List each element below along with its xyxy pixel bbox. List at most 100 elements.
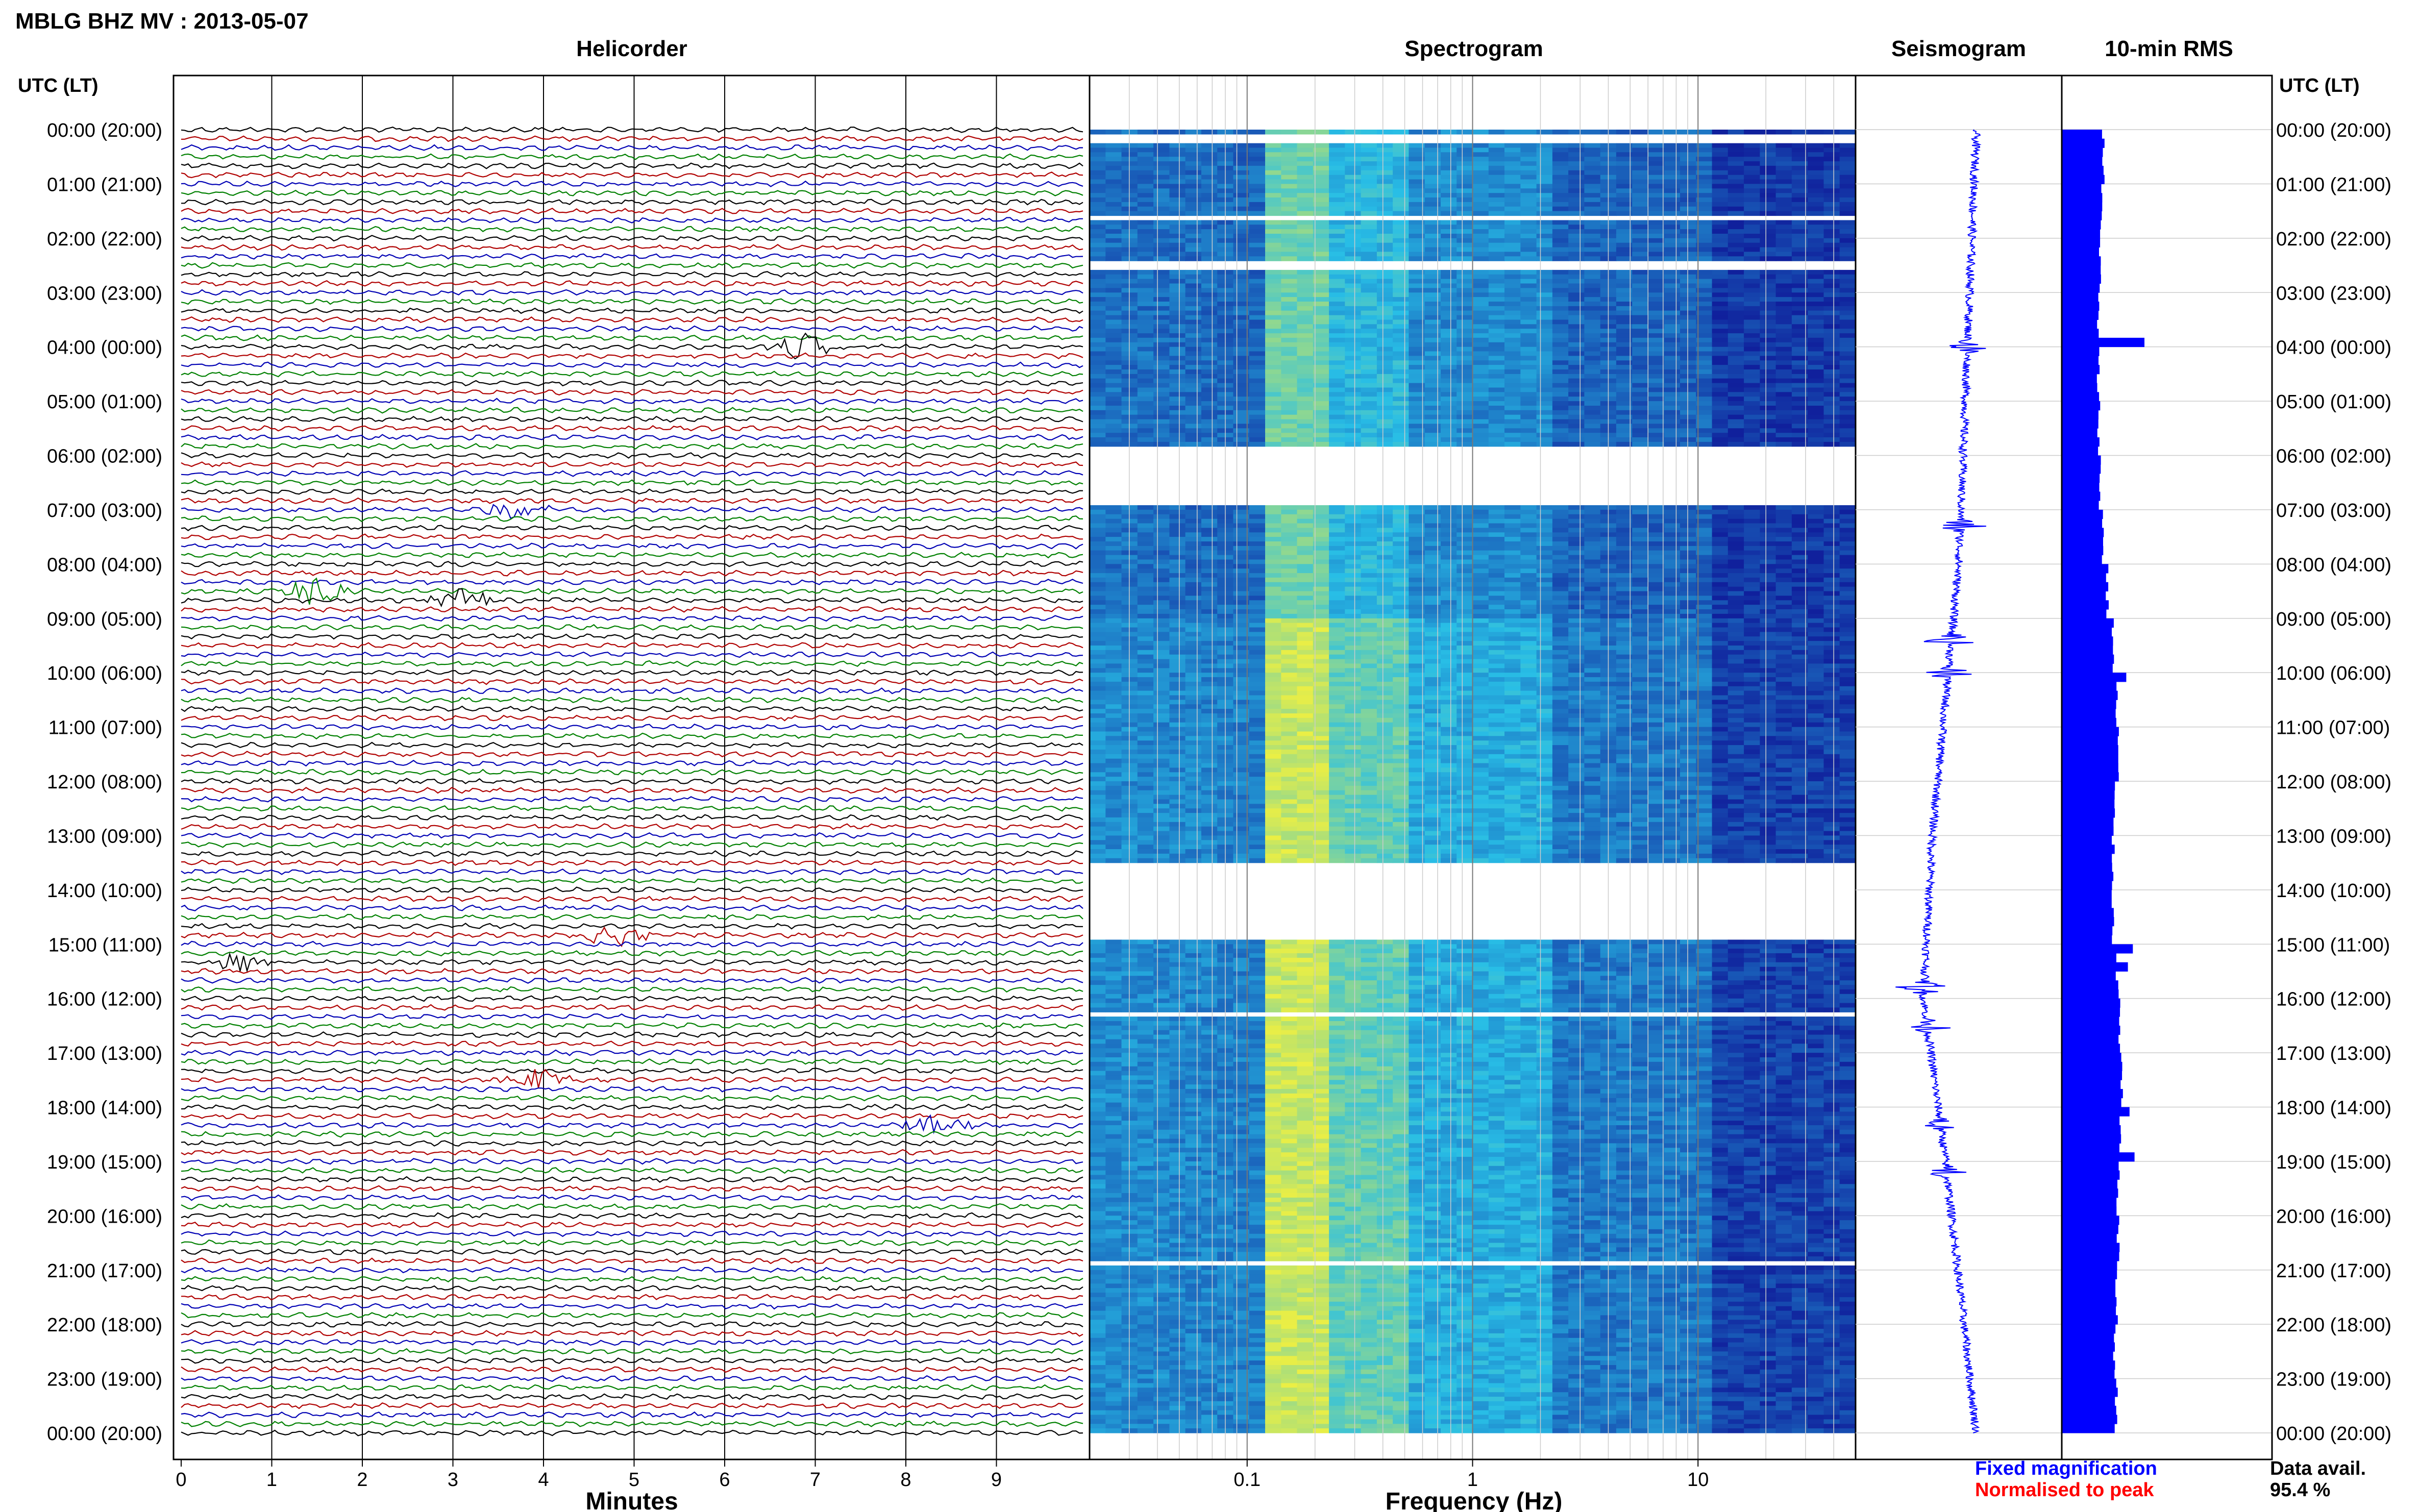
spectrogram-cell bbox=[1376, 505, 1393, 510]
spectrogram-cell bbox=[1808, 310, 1824, 316]
spectrogram-cell bbox=[1457, 229, 1473, 234]
spectrogram-cell bbox=[1712, 247, 1729, 253]
spectrogram-cell bbox=[1121, 537, 1138, 542]
spectrogram-cell bbox=[1775, 292, 1792, 298]
spectrogram-cell bbox=[1552, 573, 1569, 578]
spectrogram-cell bbox=[1648, 165, 1665, 171]
spectrogram-cell bbox=[1616, 618, 1633, 624]
spectrogram-cell bbox=[1552, 605, 1569, 610]
spectrogram-cell bbox=[1090, 392, 1106, 397]
spectrogram-cell bbox=[1552, 234, 1569, 239]
helicorder-trace bbox=[181, 1103, 1083, 1111]
spectrogram-cell bbox=[1823, 179, 1840, 184]
spectrogram-cell bbox=[1441, 179, 1458, 184]
spectrogram-cell bbox=[1552, 130, 1569, 135]
spectrogram-cell bbox=[1313, 374, 1329, 379]
spectrogram-cell bbox=[1281, 618, 1298, 624]
spectrogram-cell bbox=[1153, 247, 1170, 253]
spectrogram-cell bbox=[1648, 609, 1665, 614]
spectrogram-cell bbox=[1090, 152, 1106, 157]
helicorder-trace bbox=[181, 515, 1083, 523]
spectrogram-cell bbox=[1648, 211, 1665, 216]
spectrogram-cell bbox=[1409, 283, 1425, 288]
spectrogram-cell bbox=[1712, 555, 1729, 560]
spectrogram-cell bbox=[1808, 356, 1824, 361]
spectrogram-cell bbox=[1584, 242, 1601, 248]
spectrogram-cell bbox=[1712, 559, 1729, 564]
spectrogram-cell bbox=[1839, 627, 1856, 632]
spectrogram-cell bbox=[1424, 302, 1441, 307]
spectrogram-cell bbox=[1185, 401, 1202, 406]
spectrogram-cell bbox=[1760, 130, 1776, 135]
spectrogram-cell bbox=[1265, 392, 1282, 397]
spectrogram-cell bbox=[1536, 161, 1553, 166]
spectrogram-cell bbox=[1137, 319, 1154, 325]
spectrogram-cell bbox=[1632, 170, 1649, 176]
spectrogram-cell bbox=[1504, 441, 1521, 447]
spectrogram-cell bbox=[1520, 315, 1537, 320]
spectrogram-cell bbox=[1457, 369, 1473, 375]
spectrogram-cell bbox=[1313, 315, 1329, 320]
spectrogram-cell bbox=[1760, 550, 1776, 556]
spectrogram-cell bbox=[1680, 365, 1697, 370]
spectrogram-cell bbox=[1297, 274, 1314, 280]
spectrogram-cell bbox=[1153, 337, 1170, 343]
spectrogram-cell bbox=[1472, 202, 1489, 207]
spectrogram-cell bbox=[1648, 310, 1665, 316]
spectrogram-cell bbox=[1536, 433, 1553, 438]
spectrogram-cell bbox=[1568, 175, 1585, 180]
rms-title: 10-min RMS bbox=[2105, 36, 2233, 61]
spectrogram-cell bbox=[1424, 152, 1441, 157]
helicorder-trace bbox=[181, 1013, 1083, 1020]
spectrogram-cell bbox=[1313, 646, 1329, 651]
spectrogram-cell bbox=[1137, 302, 1154, 307]
spectrogram-cell bbox=[1775, 406, 1792, 411]
spectrogram-cell bbox=[1504, 650, 1521, 655]
spectrogram-cell bbox=[1345, 582, 1362, 587]
spectrogram-cell bbox=[1552, 365, 1569, 370]
spectrogram-cell bbox=[1249, 410, 1266, 415]
spectrogram-cell bbox=[1488, 319, 1505, 325]
spectrogram-cell bbox=[1520, 247, 1537, 253]
spectrogram-cell bbox=[1281, 147, 1298, 153]
spectrogram-cell bbox=[1712, 541, 1729, 547]
spectrogram-cell bbox=[1376, 302, 1393, 307]
spectrogram-cell bbox=[1632, 238, 1649, 243]
spectrogram-cell bbox=[1297, 165, 1314, 171]
spectrogram-cell bbox=[1552, 596, 1569, 601]
spectrogram-cell bbox=[1775, 157, 1792, 162]
spectrogram-cell bbox=[1712, 564, 1729, 569]
helicorder-trace bbox=[181, 1420, 1083, 1427]
spectrogram-cell bbox=[1313, 564, 1329, 569]
spectrogram-cell bbox=[1744, 188, 1761, 193]
spectrogram-cell bbox=[1488, 582, 1505, 587]
spectrogram-cell bbox=[1105, 654, 1122, 660]
helicorder-trace bbox=[181, 1139, 1083, 1147]
spectrogram-cell bbox=[1090, 269, 1106, 275]
spectrogram-cell bbox=[1552, 387, 1569, 392]
spectrogram-cell bbox=[1584, 632, 1601, 637]
spectrogram-cell bbox=[1201, 188, 1218, 193]
spectrogram-cell bbox=[1808, 605, 1824, 610]
spectrogram-cell bbox=[1361, 433, 1377, 438]
spectrogram-cell bbox=[1121, 279, 1138, 284]
spectrogram-cell bbox=[1441, 609, 1458, 614]
spectrogram-cell bbox=[1808, 324, 1824, 329]
spectrogram-cell bbox=[1472, 559, 1489, 564]
spectrogram-cell bbox=[1297, 591, 1314, 596]
spectrogram-cell bbox=[1169, 541, 1186, 547]
spectrogram-cell bbox=[1233, 441, 1250, 447]
spectrogram-cell bbox=[1808, 252, 1824, 257]
spectrogram-cell bbox=[1775, 414, 1792, 420]
spectrogram-cell bbox=[1393, 147, 1410, 153]
spectrogram-cell bbox=[1153, 654, 1170, 660]
spectrogram-cell bbox=[1233, 252, 1250, 257]
spectrogram-cell bbox=[1361, 600, 1377, 605]
spectrogram-cell bbox=[1249, 605, 1266, 610]
spectrogram-cell bbox=[1249, 310, 1266, 316]
spectrogram-cell bbox=[1345, 509, 1362, 515]
spectrogram-cell bbox=[1712, 238, 1729, 243]
spectrogram-cell bbox=[1712, 202, 1729, 207]
spectrogram-cell bbox=[1201, 369, 1218, 375]
spectrogram-cell bbox=[1201, 523, 1218, 528]
